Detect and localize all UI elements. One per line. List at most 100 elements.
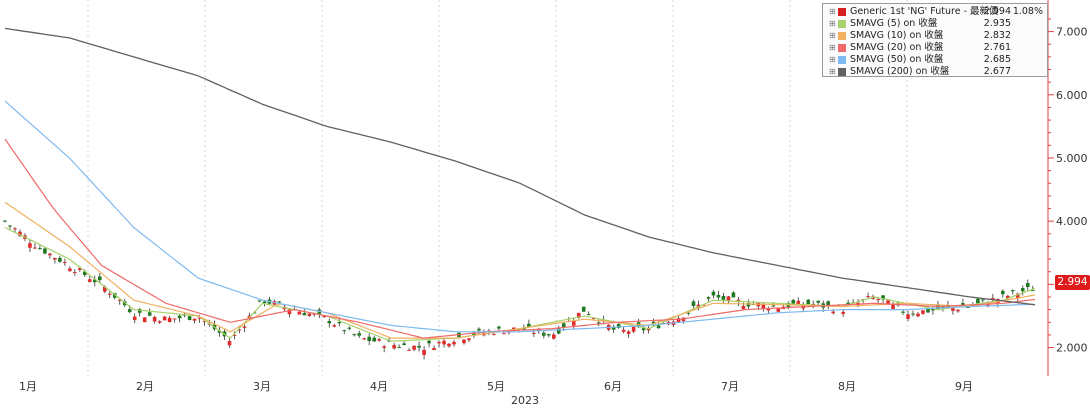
candle-body	[981, 299, 985, 301]
candle-body	[1030, 290, 1035, 292]
candle-body	[646, 328, 651, 331]
candle-body	[811, 303, 816, 305]
ma-line	[4, 138, 1036, 339]
legend-toggle-icon[interactable]: ⊞	[829, 43, 836, 52]
candle-body	[68, 268, 72, 272]
legend-toggle-icon[interactable]: ⊞	[829, 7, 836, 16]
legend-label: SMAVG (50) on 收盤	[850, 54, 944, 65]
legend-label: SMAVG (5) on 收盤	[850, 18, 938, 29]
candle-body	[532, 332, 536, 334]
candle-body	[357, 333, 362, 336]
candle-body	[881, 295, 885, 300]
legend-toggle-icon[interactable]: ⊞	[829, 19, 836, 28]
candle-body	[816, 300, 821, 303]
candle-body	[202, 320, 207, 322]
candle-body	[1001, 290, 1005, 295]
candle-body	[417, 345, 421, 348]
candle-body	[906, 314, 910, 319]
ma-line	[4, 27, 1036, 306]
candle-body	[492, 334, 496, 336]
candle-body	[611, 327, 616, 330]
candle-body	[596, 322, 601, 324]
candle-body	[167, 317, 172, 323]
candle-body	[242, 326, 247, 328]
legend-value: 2.935	[983, 18, 1011, 29]
candle-body	[522, 327, 526, 330]
candle-body	[332, 325, 337, 327]
candle-body	[796, 300, 801, 306]
legend-entry: ⊞ SMAVG (10) on 收盤 2.832	[829, 30, 1043, 42]
candle-body	[83, 271, 87, 275]
candle-body	[307, 313, 312, 316]
candle-body	[442, 340, 446, 345]
x-tick-label: 5月	[487, 380, 505, 393]
legend-entry: ⊞ SMAVG (50) on 收盤 2.685	[829, 54, 1043, 66]
candle-body	[38, 248, 42, 250]
legend-entry: ⊞ SMAVG (200) on 收盤 2.677	[829, 66, 1043, 78]
candle-body	[48, 253, 52, 256]
candle-body	[187, 316, 192, 321]
candle-body	[746, 303, 751, 307]
candlestick-series	[3, 220, 1035, 360]
candle-body	[3, 220, 7, 222]
x-tick-label: 9月	[955, 380, 973, 393]
candle-body	[831, 311, 835, 314]
candle-body	[691, 301, 696, 306]
candle-body	[402, 343, 406, 346]
candle-body	[462, 339, 466, 344]
candle-body	[976, 298, 980, 304]
y-tick-label: 5.000	[1056, 152, 1088, 165]
candle-body	[28, 243, 32, 248]
y-tick-label: 2.000	[1056, 342, 1088, 355]
ma-line	[4, 100, 1036, 333]
candle-body	[8, 225, 12, 227]
candle-body	[1010, 290, 1015, 292]
candle-body	[102, 286, 107, 292]
candle-body	[621, 329, 626, 332]
candle-body	[556, 328, 561, 334]
candle-body	[716, 294, 721, 298]
legend-toggle-icon[interactable]: ⊞	[829, 67, 836, 76]
candle-body	[352, 334, 357, 336]
legend-swatch	[838, 68, 846, 76]
candle-body	[232, 334, 237, 336]
candle-body	[412, 345, 416, 350]
candle-body	[776, 307, 781, 312]
candle-body	[1025, 283, 1030, 288]
y-tick-label: 6.000	[1056, 89, 1088, 102]
candle-body	[427, 340, 431, 344]
candle-body	[33, 247, 37, 249]
candle-body	[551, 334, 556, 339]
candle-body	[227, 341, 232, 346]
candle-body	[826, 301, 830, 306]
candle-body	[13, 228, 17, 230]
candle-body	[721, 296, 726, 300]
candle-body	[527, 323, 531, 327]
candle-body	[192, 318, 197, 321]
candle-body	[911, 313, 915, 315]
candle-body	[866, 296, 870, 298]
candle-body	[537, 329, 541, 331]
candle-body	[591, 317, 596, 319]
candle-body	[1020, 288, 1025, 292]
legend-toggle-icon[interactable]: ⊞	[829, 55, 836, 64]
candle-body	[931, 308, 935, 311]
candle-body	[88, 279, 92, 282]
candle-body	[162, 316, 167, 321]
candle-body	[1006, 295, 1010, 299]
x-tick-label: 6月	[604, 380, 622, 393]
legend-toggle-icon[interactable]: ⊞	[829, 31, 836, 40]
candle-body	[327, 321, 332, 324]
y-tick-label: 4.000	[1056, 215, 1088, 228]
candle-body	[726, 296, 731, 302]
legend-label: SMAVG (10) on 收盤	[850, 30, 944, 41]
candle-body	[287, 309, 292, 315]
candle-body	[631, 326, 636, 332]
candle-body	[472, 332, 476, 336]
candle-body	[73, 272, 77, 274]
candle-body	[302, 313, 307, 316]
candle-body	[137, 309, 142, 313]
candle-body	[926, 307, 930, 313]
candle-body	[142, 317, 147, 323]
candle-body	[626, 331, 631, 334]
